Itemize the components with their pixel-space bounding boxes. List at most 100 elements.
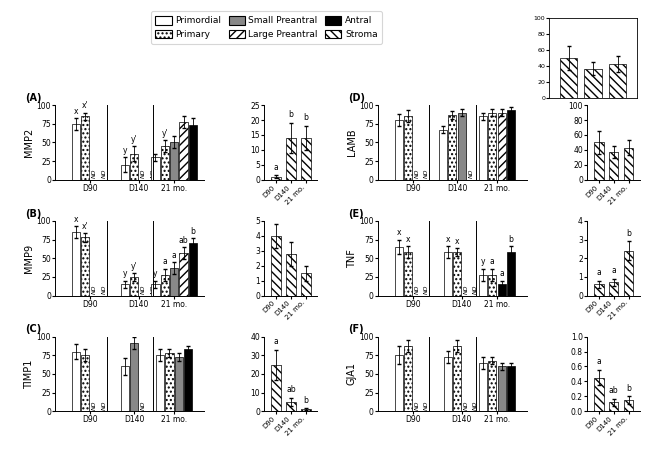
Bar [443,252,452,296]
Bar [453,345,461,411]
Text: ND: ND [415,400,420,410]
Bar [488,275,497,296]
Text: ND: ND [151,169,155,178]
Text: x: x [406,235,410,244]
Text: (F): (F) [348,324,364,335]
Bar [286,138,296,180]
Text: y': y' [161,129,168,138]
Bar [271,236,281,296]
Bar [443,357,452,411]
Bar [453,252,461,296]
Bar [188,243,197,296]
Text: x: x [445,235,450,244]
Text: ND: ND [424,169,429,178]
Text: a: a [274,337,278,346]
Text: a: a [172,251,177,260]
Text: ND: ND [424,285,429,294]
Text: a: a [499,269,504,278]
Text: y: y [123,146,127,155]
Text: ab: ab [609,386,619,395]
Text: a: a [162,257,167,266]
Text: a: a [490,257,495,266]
Bar [72,232,80,296]
Bar [271,365,281,411]
Bar [301,409,311,411]
Text: ND: ND [424,400,429,410]
Text: (E): (E) [348,209,364,218]
Text: (D): (D) [348,93,365,103]
Bar [609,64,627,98]
Bar [130,343,138,411]
Bar [624,400,633,411]
Bar [184,349,192,411]
Bar [507,110,515,180]
Text: ND: ND [464,285,469,294]
Text: y: y [153,269,158,278]
Text: ND: ND [101,285,107,294]
Bar [271,177,281,180]
Bar [609,402,619,411]
Y-axis label: TNF: TNF [346,249,357,268]
Bar [165,353,174,411]
Text: b: b [289,110,293,119]
Bar [179,253,188,296]
Bar [594,377,604,411]
Bar [286,254,296,296]
Legend: Primordial, Primary, Small Preantral, Large Preantral, Antral, Stroma: Primordial, Primary, Small Preantral, La… [151,11,382,44]
Bar [497,284,506,296]
Text: ND: ND [141,400,146,410]
Text: y': y' [131,135,138,144]
Text: a: a [597,357,601,367]
Bar [395,247,403,296]
Text: ND: ND [464,400,469,410]
Y-axis label: MMP2: MMP2 [24,128,34,157]
Bar [507,367,515,411]
Bar [156,355,164,411]
Y-axis label: LAMB: LAMB [346,128,357,156]
Bar [161,146,169,180]
Bar [594,143,604,180]
Bar [170,268,178,296]
Bar [479,363,487,411]
Bar [130,277,138,296]
Bar [624,251,633,296]
Bar [404,345,412,411]
Bar [121,165,129,180]
Bar [488,112,497,180]
Y-axis label: MMP9: MMP9 [24,244,34,273]
Text: ab: ab [179,236,188,245]
Bar [81,117,89,180]
Bar [488,361,497,411]
Text: b: b [190,227,196,236]
Text: ND: ND [151,285,155,294]
Text: ab: ab [286,386,296,394]
Bar [507,252,515,296]
Text: (B): (B) [25,209,42,218]
Y-axis label: TIMP1: TIMP1 [24,359,34,388]
Bar [81,237,89,296]
Bar [404,252,412,296]
Text: (C): (C) [25,324,42,335]
Text: ND: ND [141,169,146,178]
Bar [609,282,619,296]
Text: ND: ND [92,285,97,294]
Bar [497,367,506,411]
Bar [584,69,602,98]
Text: b: b [304,396,308,405]
Text: y: y [480,257,485,266]
Text: ND: ND [92,169,97,178]
Text: ND: ND [469,169,474,178]
Bar [395,355,403,411]
Bar [72,124,80,180]
Bar [404,117,412,180]
Bar [81,355,89,411]
Bar [479,117,487,180]
Text: x: x [455,237,460,246]
Bar [188,125,197,180]
Text: ND: ND [92,400,97,410]
Bar [624,148,633,180]
Text: y: y [123,269,127,278]
Text: ND: ND [141,285,146,294]
Bar [448,115,456,180]
Text: x': x' [82,101,88,110]
